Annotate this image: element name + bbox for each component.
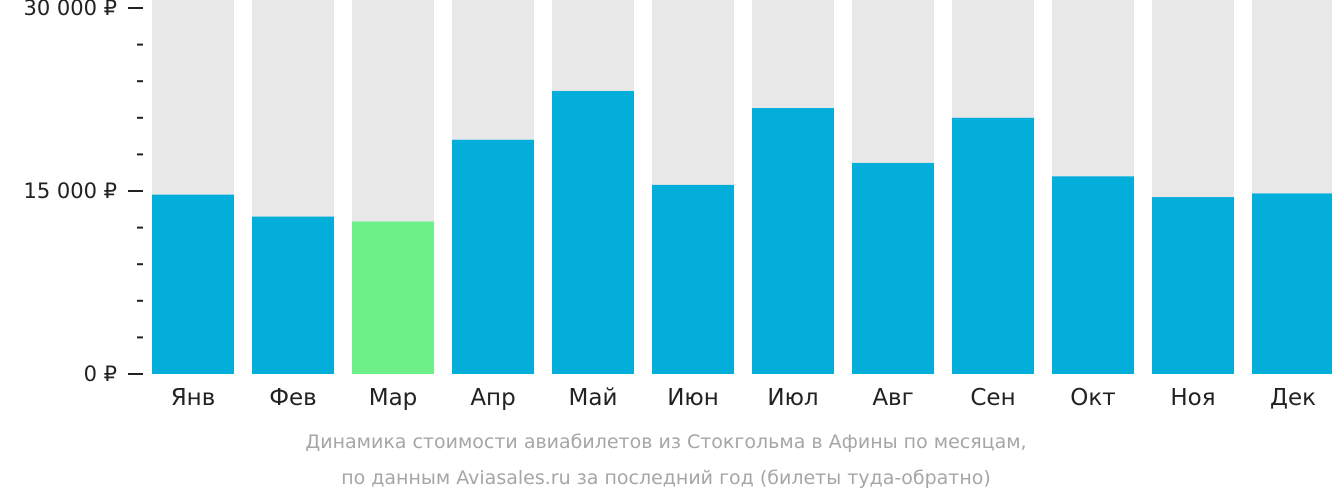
x-category-label: Май [569, 385, 618, 411]
bar [652, 184, 734, 374]
x-category-label: Окт [1070, 385, 1115, 411]
bar [1252, 193, 1332, 374]
x-category-label: Янв [171, 385, 216, 411]
bar [552, 90, 634, 375]
chart-caption-line-2: по данным Aviasales.ru за последний год … [341, 467, 991, 489]
bar [152, 194, 234, 374]
bar [952, 117, 1034, 375]
x-category-label: Апр [470, 385, 515, 411]
bar [752, 108, 834, 374]
bar [252, 216, 334, 374]
y-tick-label: 15 000 ₽ [23, 179, 117, 203]
x-category-label: Дек [1270, 385, 1316, 411]
x-category-label: Ноя [1170, 385, 1215, 411]
bar [452, 139, 534, 374]
chart-caption-line-1: Динамика стоимости авиабилетов из Стокго… [305, 431, 1027, 453]
x-category-label: Фев [269, 385, 317, 411]
bar [1152, 197, 1234, 374]
x-category-label: Июн [667, 385, 719, 411]
x-category-label: Авг [872, 385, 913, 411]
x-category-label: Сен [970, 385, 1015, 411]
x-category-label: Мар [369, 385, 418, 411]
y-tick-label: 0 ₽ [84, 362, 117, 386]
bar-cheapest [352, 221, 434, 374]
bar [1052, 176, 1134, 374]
y-tick-label: 30 000 ₽ [23, 0, 117, 20]
x-category-label: Июл [767, 385, 818, 411]
bar [852, 162, 934, 374]
